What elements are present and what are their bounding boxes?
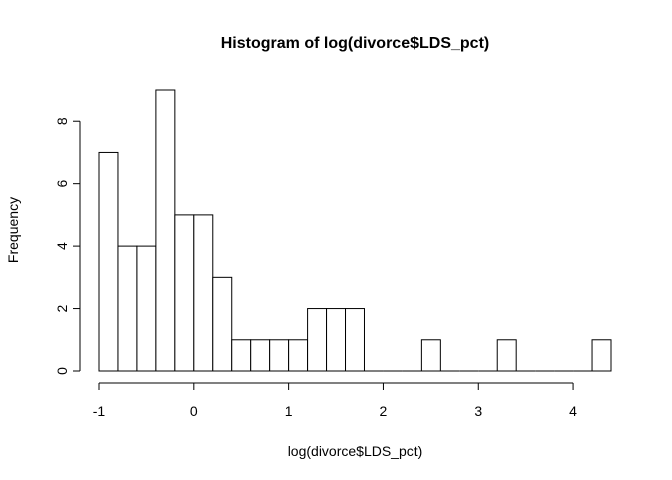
x-axis-label: log(divorce$LDS_pct) xyxy=(288,443,423,459)
y-tick-label: 6 xyxy=(54,180,70,188)
histogram-bar xyxy=(136,245,157,372)
histogram-bar xyxy=(591,339,612,372)
bars-group xyxy=(98,89,612,372)
x-tick-label: -1 xyxy=(93,403,106,419)
histogram-bar xyxy=(174,214,195,372)
y-tick-label: 8 xyxy=(54,117,70,125)
histogram-bar xyxy=(155,89,176,372)
histogram-bar xyxy=(98,151,119,372)
y-axis-label: Frequency xyxy=(5,197,21,263)
y-axis: 0 2 4 6 8 xyxy=(54,117,81,375)
histogram-bar xyxy=(326,308,347,372)
histogram-bar xyxy=(420,339,441,372)
histogram-bar xyxy=(307,308,328,372)
histogram-bar xyxy=(117,245,138,372)
x-tick-label: 1 xyxy=(285,403,293,419)
x-tick-label: 0 xyxy=(190,403,198,419)
histogram-bar xyxy=(212,276,233,372)
x-tick-label: 4 xyxy=(569,403,577,419)
histogram-bar xyxy=(250,339,271,372)
chart-title: Histogram of log(divorce$LDS_pct) xyxy=(221,35,489,52)
histogram-bar xyxy=(231,339,252,372)
histogram-bar xyxy=(269,339,290,372)
x-axis: -1 0 1 2 3 4 xyxy=(93,382,577,419)
y-tick-label: 4 xyxy=(54,242,70,250)
histogram-bar xyxy=(288,339,309,372)
histogram-bar xyxy=(496,339,517,372)
x-tick-label: 2 xyxy=(380,403,388,419)
x-tick-label: 3 xyxy=(474,403,482,419)
histogram-bar xyxy=(193,214,214,372)
histogram-bar xyxy=(345,308,365,372)
y-tick-label: 2 xyxy=(54,304,70,312)
y-tick-label: 0 xyxy=(54,367,70,375)
